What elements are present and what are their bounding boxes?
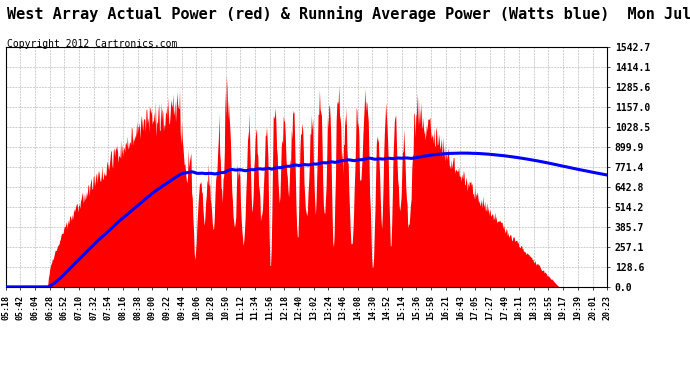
Text: West Array Actual Power (red) & Running Average Power (Watts blue)  Mon Jul 2 20: West Array Actual Power (red) & Running … [7,6,690,22]
Text: Copyright 2012 Cartronics.com: Copyright 2012 Cartronics.com [7,39,177,50]
